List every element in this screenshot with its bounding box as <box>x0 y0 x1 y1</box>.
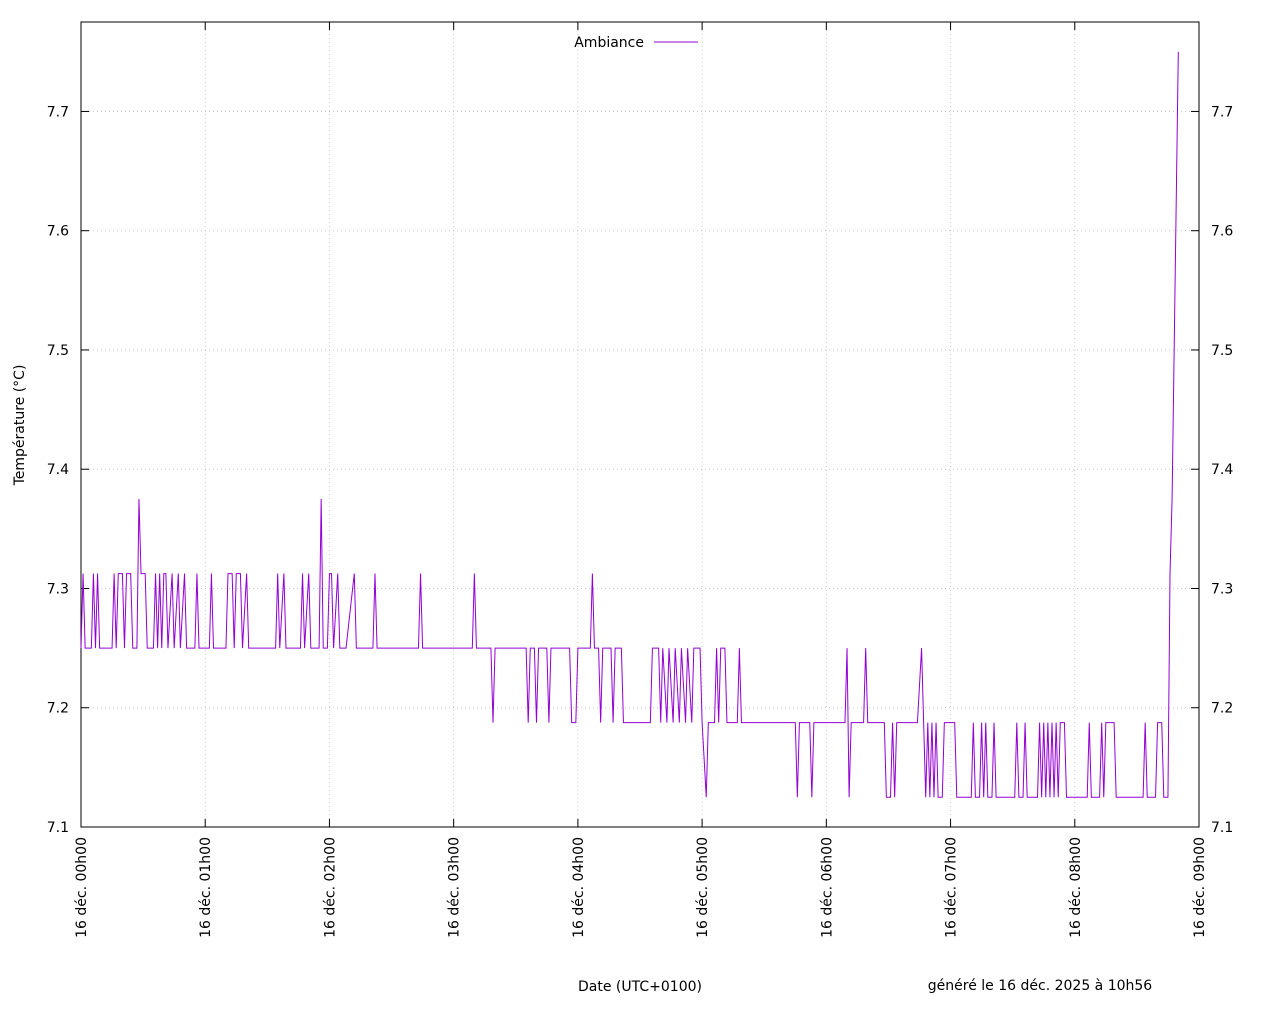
footnote: généré le 16 déc. 2025 à 10h56 <box>928 978 1153 994</box>
y2-tick-label: 7.7 <box>1211 104 1233 120</box>
x-tick-label: 16 déc. 00h00 <box>74 837 90 938</box>
y-tick-label: 7.3 <box>47 581 69 597</box>
y-tick-label: 7.1 <box>47 820 69 836</box>
x-tick-label: 16 déc. 08h00 <box>1068 837 1084 938</box>
x-tick-label: 16 déc. 03h00 <box>447 837 463 938</box>
y-tick-label: 7.5 <box>47 343 69 359</box>
y-tick-label: 7.4 <box>47 462 69 478</box>
y2-tick-label: 7.5 <box>1211 343 1233 359</box>
x-tick-label: 16 déc. 09h00 <box>1192 837 1208 938</box>
y2-tick-label: 7.6 <box>1211 224 1233 240</box>
legend-label: Ambiance <box>574 35 644 51</box>
y-tick-label: 7.2 <box>47 701 69 717</box>
plot-border <box>80 21 1200 828</box>
x-tick-label: 16 déc. 06h00 <box>819 837 835 938</box>
x-tick-label: 16 déc. 07h00 <box>944 837 960 938</box>
data-line <box>80 51 1179 798</box>
y2-tick-label: 7.2 <box>1211 701 1233 717</box>
y2-tick-label: 7.3 <box>1211 581 1233 597</box>
x-tick-label: 16 déc. 01h00 <box>198 837 214 938</box>
x-axis-title: Date (UTC+0100) <box>578 979 702 995</box>
y2-tick-label: 7.1 <box>1211 820 1233 836</box>
y-tick-label: 7.7 <box>47 104 69 120</box>
y-axis-title: Température (°C) <box>12 365 28 487</box>
y-tick-label: 7.6 <box>47 224 69 240</box>
x-tick-label: 16 déc. 04h00 <box>571 837 587 938</box>
x-tick-label: 16 déc. 02h00 <box>322 837 338 938</box>
y2-tick-label: 7.4 <box>1211 462 1233 478</box>
x-tick-label: 16 déc. 05h00 <box>695 837 711 938</box>
